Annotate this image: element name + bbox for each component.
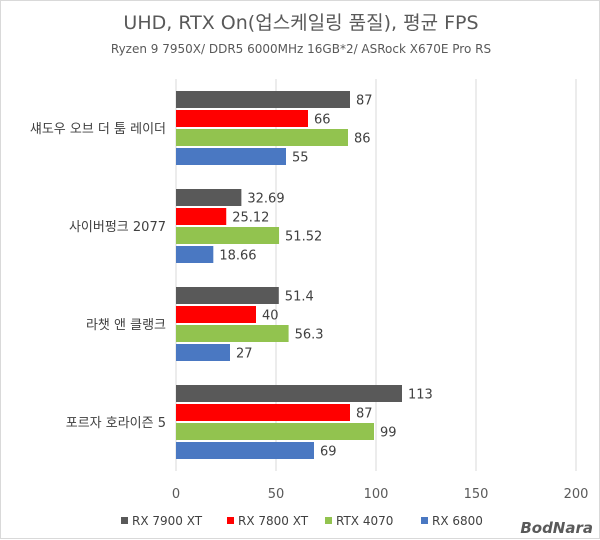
data-label: 27 (236, 347, 253, 362)
legend-label: RX 6800 (432, 514, 483, 528)
bar (176, 246, 214, 263)
data-label: 87 (356, 94, 373, 109)
bar (176, 148, 286, 165)
category-label: 섀도우 오브 더 툼 레이더 (30, 122, 166, 137)
category-label: 라챗 앤 클랭크 (86, 318, 166, 333)
bar (176, 306, 256, 323)
data-label: 32.69 (247, 192, 284, 207)
bar (176, 189, 242, 206)
x-tick-label: 150 (464, 487, 489, 502)
bars (176, 91, 402, 459)
legend-label: RX 7800 XT (238, 514, 309, 528)
x-tick-label: 100 (364, 487, 389, 502)
bar (176, 208, 227, 225)
legend-swatch (421, 517, 428, 524)
data-label: 55 (292, 151, 309, 166)
bar (176, 287, 279, 304)
data-label: 86 (354, 132, 371, 147)
legend-swatch (227, 517, 234, 524)
bar (176, 91, 350, 108)
data-label: 51.4 (285, 290, 314, 305)
bar (176, 344, 230, 361)
watermark: BodNara (520, 519, 593, 537)
legend: RX 7900 XT RX 7800 XT RTX 4070 RX 6800 (121, 514, 483, 528)
data-labels: 87 66 86 55 32.69 25.12 51.52 18.66 51.4 40 56.3 27… (219, 94, 433, 460)
chart-subtitle: Ryzen 9 7950X/ DDR5 6000MHz 16GB*2/ ASRo… (111, 42, 491, 56)
data-label: 51.52 (285, 230, 322, 245)
data-label: 66 (314, 113, 331, 128)
legend-label: RX 7900 XT (132, 514, 203, 528)
data-label: 99 (380, 426, 397, 441)
bar (176, 442, 314, 459)
data-label: 18.66 (219, 249, 256, 264)
category-label: 사이버펑크 2077 (69, 220, 166, 235)
data-label: 25.12 (232, 211, 269, 226)
data-label: 40 (262, 309, 279, 324)
legend-label: RTX 4070 (336, 514, 393, 528)
bar (176, 385, 402, 402)
bar (176, 423, 374, 440)
data-label: 87 (356, 407, 373, 422)
data-label: 113 (408, 388, 433, 403)
legend-swatch (121, 517, 128, 524)
x-tick-label: 50 (268, 487, 285, 502)
data-label: 56.3 (295, 328, 324, 343)
x-axis-ticks: 0 50 100 150 200 (172, 487, 589, 502)
bar (176, 404, 350, 421)
data-label: 69 (320, 445, 337, 460)
bar (176, 227, 280, 244)
chart-title: UHD, RTX On(업스케일링 품질), 평균 FPS (123, 12, 478, 34)
legend-swatch (325, 517, 332, 524)
x-tick-label: 0 (172, 487, 180, 502)
x-tick-label: 200 (564, 487, 589, 502)
bar (176, 129, 348, 146)
category-label: 포르자 호라이즌 5 (66, 416, 166, 431)
bar (176, 325, 289, 342)
bar (176, 110, 308, 127)
